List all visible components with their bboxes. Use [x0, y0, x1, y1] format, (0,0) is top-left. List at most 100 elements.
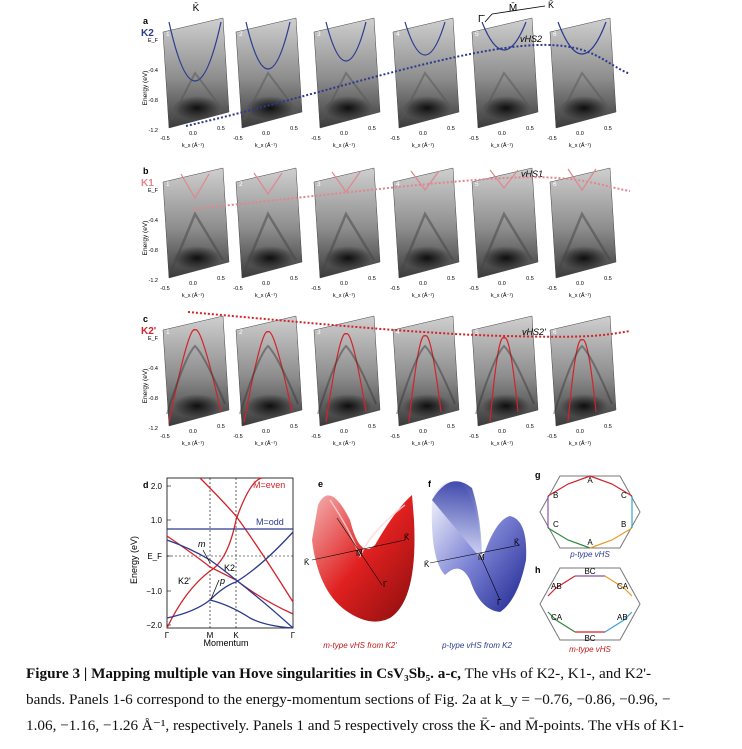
panel-d-letter: d: [143, 480, 149, 490]
xlabel: k_x (Å⁻¹): [491, 440, 513, 447]
top-label-gamma: Γ̄: [478, 14, 486, 25]
xtick: -0.5: [547, 434, 556, 440]
xtick: -0.5: [390, 434, 399, 440]
panel-e-k1: K̄: [304, 558, 310, 567]
panel-d-xtick: Γ: [291, 631, 296, 640]
xtick: 0.5: [368, 126, 376, 132]
panel-d-xtick: M: [207, 631, 214, 640]
panel-d: d 2.0 1.0 E_F −1.0 −2.0 Energy (eV) Momentum…: [129, 477, 296, 648]
xtick: 0.5: [217, 276, 225, 282]
xtick: 0.5: [526, 276, 534, 282]
xlabel: k_x (Å⁻¹): [255, 440, 277, 447]
arpes-panel-a-3: 3 -0.5 0.0 0.5 k_x (Å⁻¹): [311, 17, 381, 149]
xtick: -0.5: [233, 434, 242, 440]
arpes-row-b: b K1 Energy (eV) E_F -0.4 -0.8 -1.2 1 -0.5 0.0 0.5…: [141, 166, 617, 299]
hex-g-edge-5: [547, 527, 591, 549]
xtick: 0.5: [368, 276, 376, 282]
xtick: 0.0: [419, 281, 427, 287]
label-k2p: K2': [178, 576, 191, 586]
axis-f-1: [429, 544, 521, 564]
arpes-panel-b-5: 5 -0.5 0.0 0.5 k_x (Å⁻¹): [469, 167, 539, 299]
xtick: 0.5: [447, 424, 455, 430]
xtick: 0.0: [419, 429, 427, 435]
label-p: p: [219, 576, 225, 586]
xtick: 0.0: [262, 131, 270, 137]
panel-e-letter: e: [318, 479, 323, 489]
panel-number: 6: [553, 31, 557, 38]
xtick: 0.5: [604, 424, 612, 430]
panel-number: 5: [475, 329, 479, 336]
panel-d-frame: [166, 477, 294, 629]
top-label-kbar: K̄: [193, 1, 200, 14]
arpes-panel-a-6: 6 -0.5 0.0 0.5 k_x (Å⁻¹): [547, 17, 617, 149]
label-k2: K2: [224, 563, 235, 573]
trend-line-b: [191, 176, 631, 210]
ytick-a-3: -1.2: [149, 128, 158, 134]
xtick: 0.5: [604, 276, 612, 282]
band-even-1: [199, 477, 294, 603]
panel-g-letter: g: [535, 470, 541, 480]
top-arrow-gamma: [484, 13, 493, 23]
panel-f-k2: K̄: [514, 538, 520, 547]
hex-h-label-6: BC: [584, 634, 595, 643]
xlabel: k_x (Å⁻¹): [412, 292, 434, 299]
row-band-c: K2': [141, 326, 156, 337]
hex-h-label-4: CA: [551, 613, 563, 622]
xtick: -0.5: [469, 434, 478, 440]
xlabel: k_x (Å⁻¹): [255, 142, 277, 149]
row-band-a: K2: [141, 28, 154, 39]
arpes-panel-b-6: 6 -0.5 0.0 0.5 k_x (Å⁻¹): [547, 167, 617, 299]
caption-title: Figure 3 | Mapping multiple van Hove sin…: [26, 665, 461, 682]
panel-f-k1: K̄: [424, 560, 430, 569]
xlabel: k_x (Å⁻¹): [182, 292, 204, 299]
row-ylabel-c: Energy (eV): [142, 369, 149, 404]
hex-h-edge-5: [604, 611, 633, 633]
ytick-b-0: E_F: [148, 188, 159, 194]
hex-h-edge-3: [604, 575, 633, 597]
figure-caption: Figure 3 | Mapping multiple van Hove sin…: [26, 661, 726, 739]
xtick: 0.0: [576, 281, 584, 287]
vhs-label-b: vHS1: [521, 169, 543, 179]
xlabel: k_x (Å⁻¹): [491, 142, 513, 149]
ytick-c-2: -0.8: [149, 396, 158, 402]
hex-g-label-4: C: [553, 520, 559, 529]
panel-d-xlabel: Momentum: [203, 638, 248, 648]
panel-number: 1: [166, 181, 170, 188]
xtick: -0.5: [160, 136, 169, 142]
xtick: -0.5: [311, 434, 320, 440]
hex-g-label-6: A: [587, 538, 593, 547]
arpes-panel-b-1: 1 -0.5 0.0 0.5 k_x (Å⁻¹): [160, 167, 230, 299]
hex-h-label-5: AB: [617, 613, 628, 622]
panel-f-letter: f: [428, 479, 432, 489]
arpes-panels: a K2 Energy (eV) E_F -0.4 -0.8 -1.2 1 -0.5 0.0 0.5…: [141, 16, 617, 447]
ytick-c-1: -0.4: [149, 366, 158, 372]
xtick: 0.0: [498, 281, 506, 287]
axis-f-2: [479, 554, 501, 601]
panel-f-caption: p-type vHS from K2: [441, 641, 512, 650]
panel-e-m: M̄: [356, 549, 363, 558]
xlabel: k_x (Å⁻¹): [569, 292, 591, 299]
legend-odd: M=odd: [256, 517, 284, 527]
panel-d-ytick: 1.0: [151, 516, 163, 525]
hex-g-edge-6: [589, 527, 633, 549]
panel-e-g: Γ: [383, 580, 388, 589]
xtick: -0.5: [469, 136, 478, 142]
ytick-b-3: -1.2: [149, 278, 158, 284]
row-letter-a: a: [143, 16, 149, 26]
arpes-panel-a-1: 1 -0.5 0.0 0.5 k_x (Å⁻¹): [160, 17, 230, 149]
xlabel: k_x (Å⁻¹): [182, 440, 204, 447]
panel-d-xtick: K: [233, 631, 239, 640]
m-type-surface: [312, 495, 415, 622]
xtick: 0.0: [340, 281, 348, 287]
xtick: 0.5: [290, 276, 298, 282]
arrow-p: [210, 579, 220, 600]
panel-g-caption: p-type vHS: [569, 550, 610, 559]
xtick: 0.0: [340, 131, 348, 137]
hex-g-label-2: B: [553, 491, 558, 500]
top-arrow: [491, 5, 546, 15]
panel-d-ytick: 2.0: [151, 482, 163, 491]
xtick: 0.0: [189, 131, 197, 137]
hex-h-edge-4: [547, 611, 576, 633]
xtick: -0.5: [233, 136, 242, 142]
p-type-back: [432, 481, 482, 560]
